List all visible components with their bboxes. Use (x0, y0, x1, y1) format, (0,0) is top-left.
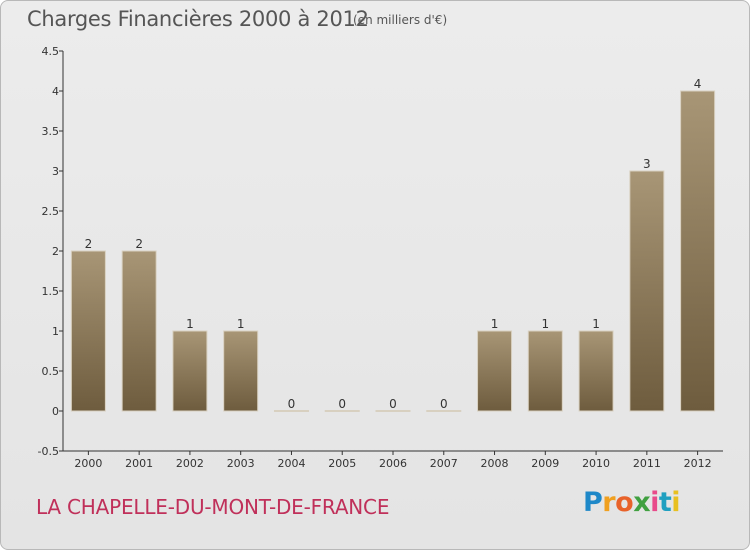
y-tick-label: 1.5 (42, 285, 60, 298)
bar-2000 (70, 250, 106, 412)
logo-letter: i (671, 487, 681, 518)
data-label-2011: 3 (643, 157, 651, 171)
data-label-2000: 2 (85, 237, 93, 251)
x-tick-label-2008: 2008 (481, 457, 509, 470)
bar-2012 (680, 90, 716, 412)
bars (70, 90, 716, 412)
data-label-2006: 0 (389, 397, 397, 411)
y-tick-label: 0 (52, 405, 59, 418)
bar-2001 (121, 250, 157, 412)
labels: 2 2 1 1 0 0 0 0 1 1 1 3 4 (85, 77, 702, 411)
bar-2002 (172, 330, 208, 412)
data-label-2004: 0 (288, 397, 296, 411)
logo-letter: t (658, 487, 672, 518)
data-label-2008: 1 (491, 317, 499, 331)
commune-name: LA CHAPELLE-DU-MONT-DE-FRANCE (36, 495, 390, 519)
x-tick-label-2012: 2012 (684, 457, 712, 470)
logo-letter: P (583, 487, 603, 518)
bar-2009 (527, 330, 563, 412)
y-tick-label: 2 (52, 245, 59, 258)
bar-2003 (223, 330, 259, 412)
bar-2005 (324, 410, 360, 412)
proxiti-logo: Proxiti (583, 487, 681, 518)
x-tick-label-2001: 2001 (125, 457, 153, 470)
chart-title: Charges Financières 2000 à 2012 (27, 7, 369, 31)
x-tick-label-2006: 2006 (379, 457, 407, 470)
y-tick-label: 1 (52, 325, 59, 338)
logo-letter: r (602, 487, 616, 518)
bar-2007 (426, 410, 462, 412)
chart-subtitle: (en milliers d'€) (353, 13, 448, 27)
y-tick-label: -0.5 (38, 445, 59, 458)
y-tick-label: 3.5 (42, 125, 60, 138)
x-tick-label-2005: 2005 (328, 457, 356, 470)
x-tick-label-2009: 2009 (531, 457, 559, 470)
data-label-2005: 0 (338, 397, 346, 411)
logo-letter: o (615, 487, 634, 518)
y-tick-label: 3 (52, 165, 59, 178)
bar-2008 (477, 330, 513, 412)
data-label-2010: 1 (592, 317, 600, 331)
data-label-2012: 4 (694, 77, 702, 91)
data-label-2009: 1 (541, 317, 549, 331)
data-label-2003: 1 (237, 317, 245, 331)
y-tick-label: 4.5 (42, 45, 60, 58)
y-tick-label: 2.5 (42, 205, 60, 218)
bar-2004 (273, 410, 309, 412)
x-tick-label-2007: 2007 (430, 457, 458, 470)
logo-letter: x (633, 487, 651, 518)
x-tick-label-2004: 2004 (277, 457, 305, 470)
x-tick-label-2010: 2010 (582, 457, 610, 470)
x-tick-label-2002: 2002 (176, 457, 204, 470)
data-label-2001: 2 (135, 237, 143, 251)
logo-letter: i (650, 487, 659, 518)
bar-2011 (629, 170, 665, 412)
x-tick-label-2000: 2000 (74, 457, 102, 470)
data-label-2007: 0 (440, 397, 448, 411)
y-tick-label: 4 (52, 85, 59, 98)
bar-2006 (375, 410, 411, 412)
data-label-2002: 1 (186, 317, 194, 331)
bar-2010 (578, 330, 614, 412)
x-tick-label-2003: 2003 (227, 457, 255, 470)
y-tick-label: 0.5 (42, 365, 60, 378)
x-tick-label-2011: 2011 (633, 457, 661, 470)
